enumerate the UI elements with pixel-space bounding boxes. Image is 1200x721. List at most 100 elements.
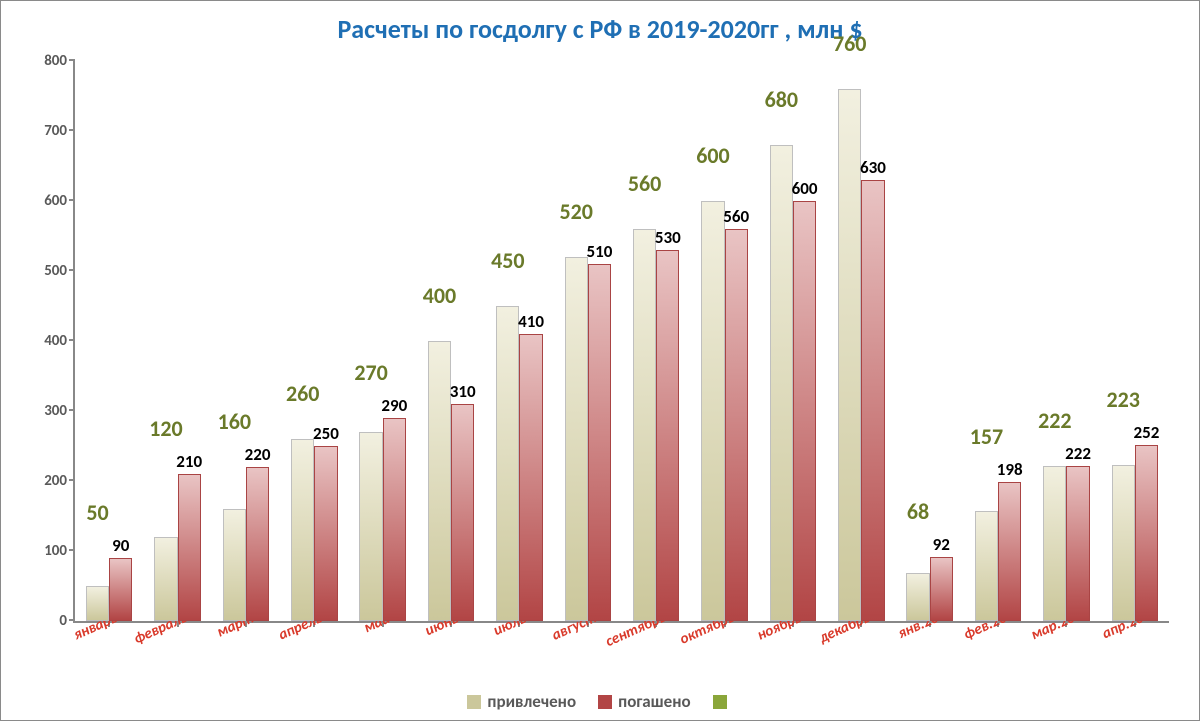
bar: [314, 446, 337, 621]
bar: [86, 586, 109, 621]
bar-value-label: 530: [655, 227, 681, 248]
bar-value-label: 290: [381, 395, 407, 416]
bar-group: апрель260250: [280, 61, 348, 621]
bar-value-label: 270: [354, 359, 387, 386]
ytick-label: 500: [44, 262, 67, 280]
bar-value-label: 630: [860, 157, 886, 178]
legend-item-2: погашено: [598, 691, 691, 712]
bar-value-label: 510: [586, 241, 612, 262]
bar: [633, 229, 656, 621]
bar-value-label: 222: [1065, 443, 1091, 464]
bar-value-label: 600: [696, 142, 729, 169]
legend-label-2: погашено: [618, 691, 691, 712]
bar: [359, 432, 382, 621]
bar-group: ноябрь680600: [759, 61, 827, 621]
bar-group: август520510: [554, 61, 622, 621]
bar-value-label: 120: [149, 415, 182, 442]
bar-value-label: 760: [833, 30, 866, 57]
bar: [1135, 445, 1158, 621]
bar: [588, 264, 611, 621]
legend-swatch-3: [713, 695, 727, 709]
bar: [519, 334, 542, 621]
legend-item-1: привлечено: [467, 691, 576, 712]
bar-value-label: 68: [907, 498, 929, 525]
bar-group: февраль120210: [143, 61, 211, 621]
bar: [451, 404, 474, 621]
bar: [223, 509, 246, 621]
ytick-label: 700: [44, 122, 67, 140]
bar-group: март160220: [212, 61, 280, 621]
bar-value-label: 680: [765, 86, 798, 113]
bar: [906, 573, 929, 621]
bar: [838, 89, 861, 621]
bar-value-label: 210: [176, 451, 202, 472]
bar: [861, 180, 884, 621]
bar: [154, 537, 177, 621]
bar-value-label: 400: [423, 282, 456, 309]
ytick-label: 200: [44, 472, 67, 490]
bar-group: мар.20222222: [1032, 61, 1100, 621]
legend: привлечено погашено: [1, 691, 1199, 712]
bar-group: январь5090: [75, 61, 143, 621]
bar-value-label: 220: [245, 444, 271, 465]
bar: [428, 341, 451, 621]
ytick-label: 400: [44, 332, 67, 350]
ytick-label: 0: [59, 612, 67, 630]
bar: [770, 145, 793, 621]
bar-group: май270290: [349, 61, 417, 621]
bar: [701, 201, 724, 621]
bar-value-label: 252: [1133, 422, 1159, 443]
chart-frame: Расчеты по госдолгу с РФ в 2019-2020гг ,…: [0, 0, 1200, 721]
legend-item-3: [713, 695, 733, 709]
bar-value-label: 450: [491, 247, 524, 274]
bar: [656, 250, 679, 621]
ytick-label: 600: [44, 192, 67, 210]
plot-area: 0100200300400500600700800январь5090февра…: [73, 61, 1169, 623]
bar-value-label: 223: [1106, 386, 1139, 413]
bar-value-label: 50: [86, 499, 108, 526]
bar: [1043, 466, 1066, 621]
bar-value-label: 222: [1038, 407, 1071, 434]
bar: [975, 511, 998, 621]
ytick-label: 300: [44, 402, 67, 420]
legend-swatch-2: [598, 695, 612, 709]
bar-value-label: 310: [450, 381, 476, 402]
bar-value-label: 410: [518, 311, 544, 332]
bar-value-label: 250: [313, 423, 339, 444]
bar-group: октябрь600560: [690, 61, 758, 621]
bar: [725, 229, 748, 621]
bar: [109, 558, 132, 621]
bar-value-label: 260: [286, 380, 319, 407]
bar-group: фев.20157198: [964, 61, 1032, 621]
chart-title: Расчеты по госдолгу с РФ в 2019-2020гг ,…: [1, 13, 1199, 45]
bar-value-label: 520: [559, 198, 592, 225]
bar-value-label: 560: [628, 170, 661, 197]
legend-label-1: привлечено: [487, 691, 576, 712]
legend-swatch-1: [467, 695, 481, 709]
bar-group: декабрь760630: [827, 61, 895, 621]
bar: [1066, 466, 1089, 621]
bar-value-label: 600: [792, 178, 818, 199]
bar-group: июль450410: [485, 61, 553, 621]
bar: [178, 474, 201, 621]
bar-group: янв.206892: [896, 61, 964, 621]
bar-value-label: 90: [112, 535, 129, 556]
bar-value-label: 560: [723, 206, 749, 227]
ytick-label: 800: [44, 52, 67, 70]
bar-value-label: 157: [970, 423, 1003, 450]
bar-value-label: 198: [997, 459, 1023, 480]
bar-group: апр.20223252: [1101, 61, 1169, 621]
bar-value-label: 92: [933, 534, 950, 555]
bar: [998, 482, 1021, 621]
bar-group: сентябрь560530: [622, 61, 690, 621]
ytick-label: 100: [44, 542, 67, 560]
bar: [496, 306, 519, 621]
bar-value-label: 160: [218, 408, 251, 435]
bar: [930, 557, 953, 621]
bar: [1112, 465, 1135, 621]
bar: [291, 439, 314, 621]
bar: [246, 467, 269, 621]
bar: [793, 201, 816, 621]
bar: [383, 418, 406, 621]
bar-group: июнь400310: [417, 61, 485, 621]
